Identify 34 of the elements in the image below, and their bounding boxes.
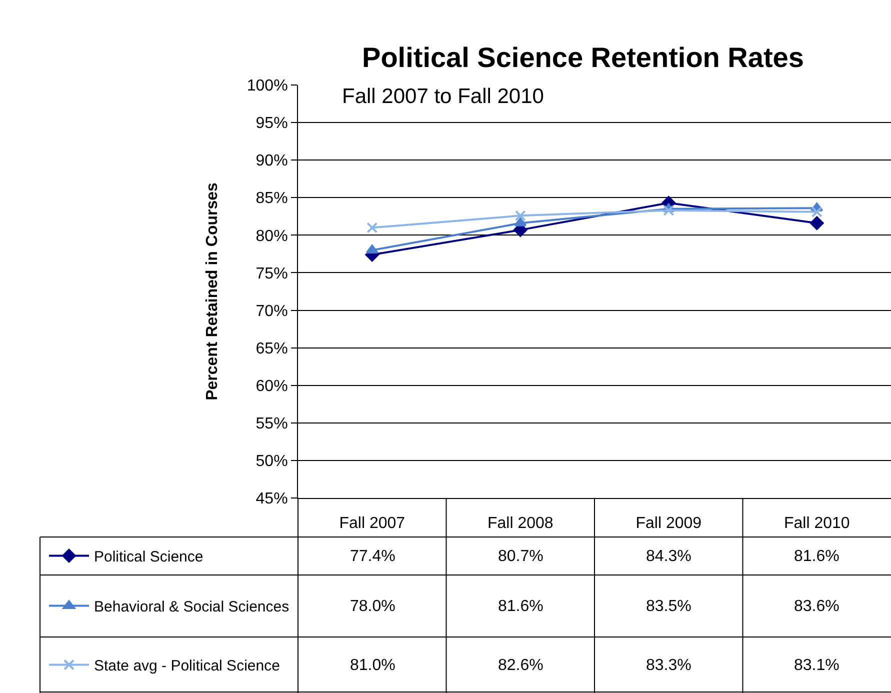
annotation: Fall 2007 to Fall 2010 xyxy=(342,85,544,108)
data-label: 81.0% xyxy=(350,657,396,674)
y-tick-label: 70% xyxy=(256,302,288,320)
y-tick-label: 90% xyxy=(256,152,288,170)
x-tick-label: Fall 2008 xyxy=(487,515,554,532)
y-axis-title: Percent Retained in Courses xyxy=(204,182,221,400)
x-tick-label: Fall 2009 xyxy=(636,515,702,532)
legend-label: Behavioral & Social Sciences xyxy=(94,598,290,616)
data-label: 80.7% xyxy=(498,548,544,565)
data-label: 83.3% xyxy=(646,657,692,674)
x-tick-label: Fall 2010 xyxy=(784,515,850,532)
y-tick-label: 50% xyxy=(256,453,288,470)
legend-label: State avg - Political Science xyxy=(94,658,280,675)
data-label: 83.1% xyxy=(794,657,840,674)
y-tick-label: 75% xyxy=(256,265,288,282)
y-tick-label: 55% xyxy=(256,416,288,433)
data-label: 82.6% xyxy=(498,657,544,674)
data-label: 83.6% xyxy=(794,598,840,615)
y-tick-label: 85% xyxy=(256,190,288,208)
y-tick-label: 100% xyxy=(246,78,288,95)
y-tick-label: 65% xyxy=(256,340,288,358)
x-tick-label: Fall 2007 xyxy=(339,515,406,532)
chart-title: Political Science Retention Rates xyxy=(362,42,804,73)
data-label: 78.0% xyxy=(350,598,396,615)
data-label: 81.6% xyxy=(794,548,840,565)
data-label: 83.5% xyxy=(646,598,692,615)
data-label: 81.6% xyxy=(498,598,544,615)
y-tick-label: 60% xyxy=(256,378,288,395)
y-tick-label: 45% xyxy=(256,490,288,508)
data-label: 84.3% xyxy=(646,548,692,565)
legend-label: Political Science xyxy=(94,548,204,566)
y-tick-label: 95% xyxy=(256,115,288,132)
y-tick-label: 80% xyxy=(256,228,288,245)
data-label: 77.4% xyxy=(350,548,396,565)
